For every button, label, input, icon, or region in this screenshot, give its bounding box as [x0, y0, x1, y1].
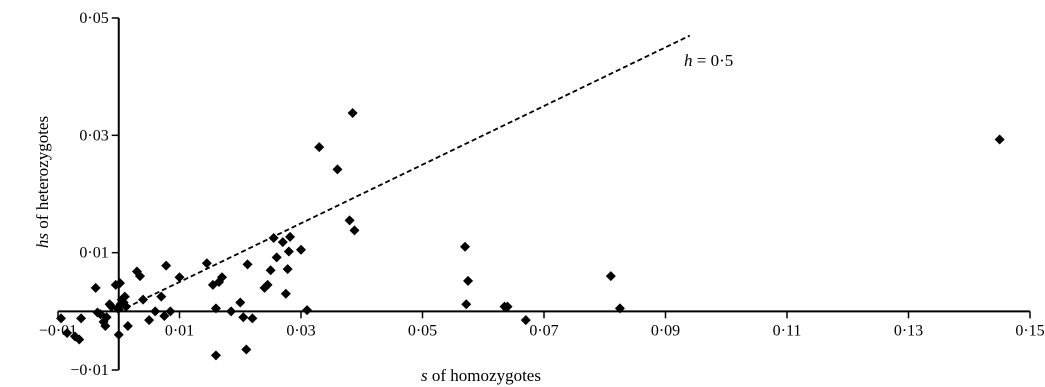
- data-point: [994, 134, 1005, 145]
- data-point: [502, 301, 513, 312]
- data-point: [268, 233, 279, 243]
- x-tick-label: −0·01: [39, 322, 77, 339]
- x-tick-label: 0·05: [408, 322, 437, 339]
- data-point: [605, 271, 616, 282]
- data-point: [314, 142, 325, 153]
- data-point: [217, 272, 228, 283]
- data-point: [156, 291, 167, 302]
- data-point: [165, 306, 176, 317]
- data-point: [280, 288, 291, 299]
- x-tick-label: 0·11: [773, 322, 802, 339]
- axes: [57, 17, 1031, 371]
- data-point: [235, 297, 246, 308]
- data-point: [113, 329, 124, 340]
- data-point: [150, 306, 161, 317]
- data-point: [62, 328, 73, 339]
- data-point: [174, 272, 185, 283]
- data-point: [277, 237, 288, 248]
- data-point: [121, 301, 132, 312]
- y-tick-label: 0·01: [79, 245, 108, 262]
- data-point: [282, 264, 293, 275]
- x-tick-label: 0·15: [1015, 322, 1044, 339]
- y-axis-title: hs of heterozygotes: [33, 116, 52, 248]
- reference-line: [118, 34, 691, 313]
- data-point: [460, 241, 471, 252]
- data-point: [76, 313, 87, 324]
- tick-labels: −0·01 0·01 0·03 0·05 0·07 0·09 0·11 0·13 0·15 −0·…: [39, 10, 1045, 379]
- data-point: [520, 315, 531, 326]
- data-point: [265, 265, 276, 276]
- data-point: [56, 313, 67, 324]
- data-point: [302, 305, 313, 316]
- y-tick-label: 0·05: [79, 10, 108, 27]
- data-point: [344, 215, 355, 226]
- data-point: [101, 312, 112, 323]
- data-point: [144, 315, 155, 326]
- data-point: [119, 291, 130, 302]
- reference-line-group: [118, 34, 691, 313]
- data-points: [56, 108, 1005, 361]
- data-point: [161, 260, 172, 271]
- data-point: [285, 231, 296, 242]
- data-point: [210, 303, 221, 314]
- data-point: [159, 311, 170, 322]
- data-point: [283, 246, 294, 257]
- data-point: [461, 299, 472, 310]
- x-tick-label: 0·07: [529, 322, 558, 339]
- data-point: [614, 303, 625, 314]
- x-tick-label: 0·03: [286, 322, 315, 339]
- x-axis-title: s of homozygotes: [421, 366, 541, 385]
- data-point: [122, 321, 133, 331]
- data-point: [238, 312, 249, 323]
- data-point: [114, 278, 125, 289]
- y-tick-label: 0·03: [79, 127, 108, 144]
- data-point: [247, 313, 258, 324]
- data-point: [332, 164, 343, 175]
- data-point: [271, 252, 282, 263]
- data-point: [347, 108, 358, 119]
- data-point: [201, 258, 212, 269]
- data-point: [349, 225, 360, 236]
- y-tick-label: −0·01: [70, 362, 108, 379]
- data-point: [463, 275, 474, 286]
- data-point: [262, 279, 273, 290]
- data-point: [210, 350, 221, 361]
- data-point: [226, 306, 237, 317]
- data-point: [296, 244, 306, 255]
- data-point: [242, 259, 253, 270]
- x-tick-label: 0·13: [894, 322, 923, 339]
- data-point: [135, 271, 146, 282]
- data-point: [74, 334, 85, 345]
- data-point: [138, 294, 149, 305]
- x-tick-label: 0·09: [651, 322, 680, 339]
- x-tick-label: 0·01: [165, 322, 194, 339]
- data-point: [90, 282, 101, 293]
- data-point: [241, 344, 252, 355]
- data-point: [100, 321, 111, 331]
- reference-line-label: h = 0·5: [684, 51, 733, 70]
